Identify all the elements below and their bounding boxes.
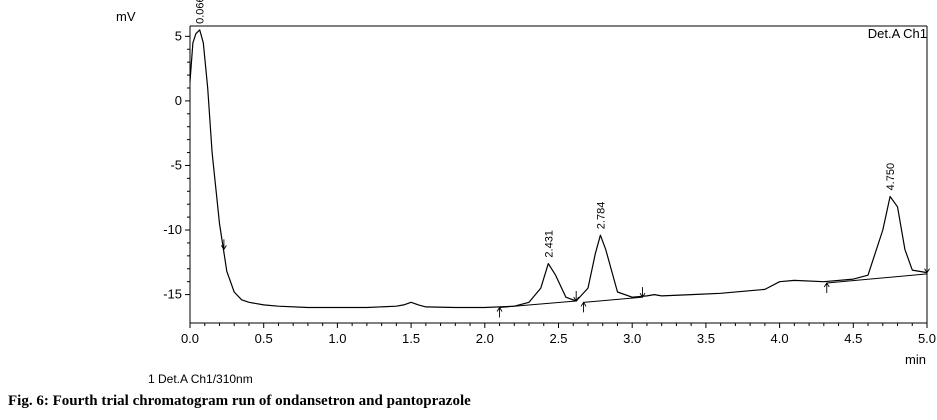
footnote: 1 Det.A Ch1/310nm (148, 372, 253, 386)
figure-caption: Fig. 6: Fourth trial chromatogram run of… (8, 393, 471, 409)
x-tick-label: 1.0 (328, 331, 346, 346)
y-tick-label: -5 (170, 157, 182, 172)
x-tick-label: 2.0 (476, 331, 494, 346)
x-tick-label: 1.5 (402, 331, 420, 346)
y-tick-label: 5 (175, 28, 182, 43)
integration-markers (221, 239, 930, 318)
integration-marker (639, 287, 646, 299)
integration-marker (580, 301, 587, 313)
peak-label: 2.431 (543, 230, 555, 258)
x-tick-label: 3.0 (623, 331, 641, 346)
x-tick-label: 3.5 (697, 331, 715, 346)
baseline-segment (583, 296, 643, 303)
x-tick-label: 0.0 (181, 331, 199, 346)
x-tick-label: 2.5 (549, 331, 567, 346)
series-line (189, 29, 928, 309)
peak-label: 0.066 (195, 0, 207, 24)
y-tick-label: 0 (175, 93, 182, 108)
y-tick-label: -15 (163, 287, 182, 302)
x-axis: 0.0 0.5 1.0 1.5 2.0 2.5 3.0 3.5 4.0 4.5 5.0 (181, 323, 936, 346)
integration-baselines (499, 273, 928, 309)
detector-label: Det.A Ch1 (868, 26, 927, 41)
y-unit-label: mV (116, 9, 136, 24)
plot-frame (189, 25, 928, 324)
y-axis: 5 0 -5 -10 -15 (163, 28, 190, 302)
integration-marker (221, 239, 227, 251)
x-tick-label: 5.0 (918, 331, 936, 346)
peak-label: 4.750 (885, 163, 897, 191)
integration-marker (573, 291, 580, 302)
y-tick-label: -10 (163, 222, 182, 237)
x-tick-label: 4.5 (844, 331, 862, 346)
integration-marker (924, 262, 930, 274)
peak-labels: 0.066 2.431 2.784 4.750 (195, 0, 897, 258)
baseline-segment (826, 273, 928, 284)
x-unit-label: min (905, 352, 926, 367)
integration-marker (496, 306, 503, 318)
series (189, 29, 928, 309)
x-tick-label: 4.0 (771, 331, 789, 346)
x-tick-label: 0.5 (255, 331, 273, 346)
integration-marker (823, 282, 830, 293)
peak-label: 2.784 (595, 202, 607, 230)
